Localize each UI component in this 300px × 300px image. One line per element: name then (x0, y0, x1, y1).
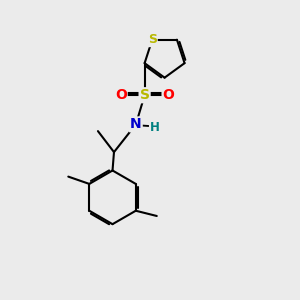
Text: S: S (140, 88, 150, 102)
Text: S: S (148, 33, 157, 46)
Text: O: O (115, 88, 127, 102)
Text: H: H (150, 121, 160, 134)
Text: O: O (163, 88, 175, 102)
Text: N: N (130, 117, 142, 131)
